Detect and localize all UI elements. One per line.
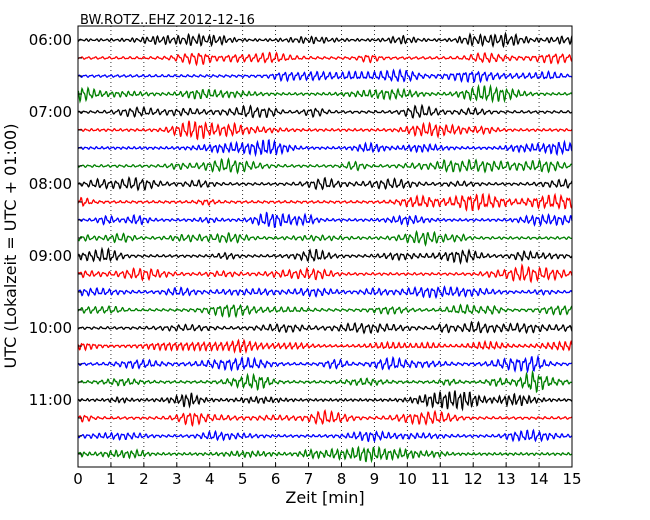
grid-lines: [110, 26, 540, 467]
x-tick-label: 1: [106, 470, 116, 488]
trace-line: [77, 229, 573, 247]
trace-line: [77, 246, 573, 266]
trace-line: [77, 263, 573, 284]
plot-frame: [77, 25, 573, 468]
trace-line: [77, 354, 573, 374]
trace-line: [77, 68, 573, 84]
trace-line: [77, 445, 573, 464]
y-tick-label: 06:00: [29, 31, 72, 49]
trace-line: [77, 103, 573, 119]
x-tick-label: 13: [497, 470, 516, 488]
trace-line: [77, 83, 573, 104]
y-tick-label: 07:00: [29, 103, 72, 121]
x-tick-label: 12: [464, 470, 483, 488]
x-tick-label: 9: [370, 470, 380, 488]
x-tick-label: 15: [562, 470, 581, 488]
trace-line: [77, 51, 573, 67]
chart-title: BW.ROTZ..EHZ 2012-12-16: [80, 13, 255, 28]
trace-line: [77, 369, 573, 394]
x-tick-label: 5: [238, 470, 248, 488]
x-tick-label: 3: [172, 470, 182, 488]
y-tick-label: 10:00: [29, 319, 72, 337]
x-tick-label: 6: [271, 470, 281, 488]
trace-line: [77, 285, 573, 300]
x-tick-label: 2: [139, 470, 149, 488]
x-axis-label: Zeit [min]: [285, 488, 364, 507]
trace-line: [77, 157, 573, 175]
x-tick-label: 4: [205, 470, 215, 488]
x-tick-label: 7: [304, 470, 314, 488]
x-tick-label: 0: [73, 470, 83, 488]
y-axis-ticks: 06:00 07:00 08:00 09:00 10:00 11:00: [29, 31, 82, 455]
trace-line: [77, 31, 573, 49]
trace-line: [77, 390, 573, 412]
x-tick-label: 11: [431, 470, 450, 488]
trace-line: [77, 120, 573, 141]
y-tick-label: 11:00: [29, 391, 72, 409]
trace-line: [77, 320, 573, 335]
x-tick-label: 10: [398, 470, 417, 488]
trace-line: [77, 303, 573, 319]
y-axis-label: UTC (Lokalzeit = UTC + 01:00): [1, 124, 20, 369]
x-tick-label: 14: [530, 470, 549, 488]
trace-line: [77, 408, 573, 427]
x-axis-ticks: 0 1 2 3 4 5 6 7 8 9 10 11 12 13 14 15: [73, 463, 582, 488]
y-tick-label: 09:00: [29, 247, 72, 265]
trace-line: [77, 428, 573, 443]
trace-line: [78, 211, 573, 228]
x-tick-label: 8: [337, 470, 347, 488]
y-tick-label: 08:00: [29, 175, 72, 193]
trace-line: [77, 175, 573, 192]
trace-line: [77, 192, 573, 212]
trace-line: [77, 138, 573, 158]
trace-group: [77, 31, 573, 464]
trace-line: [77, 338, 573, 354]
